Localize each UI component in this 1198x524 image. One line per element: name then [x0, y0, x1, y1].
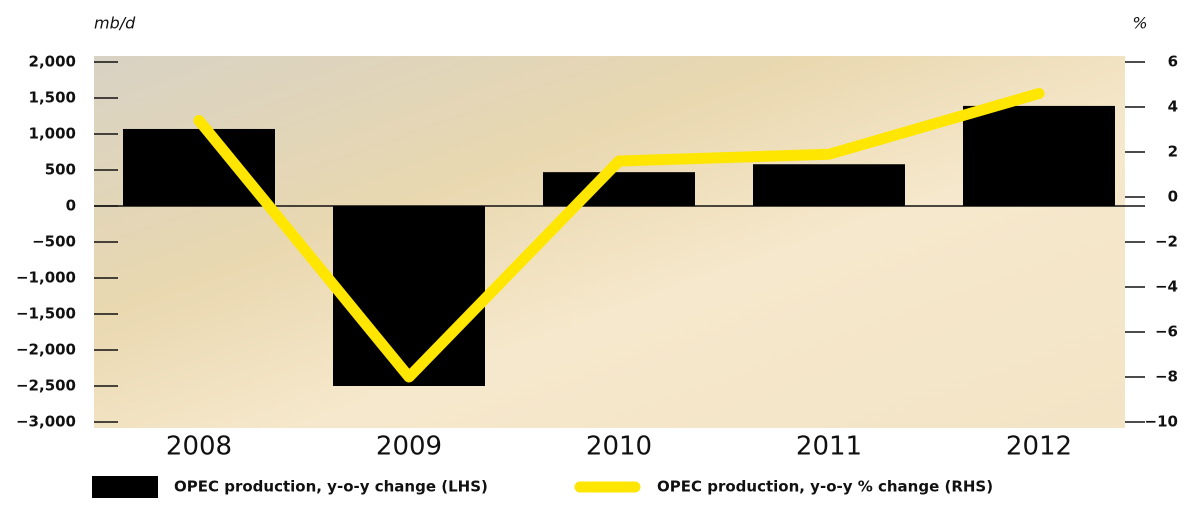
x-tick-label: 2009 [376, 432, 442, 462]
y-tick-label: 1,500 [29, 89, 76, 107]
y-tick-label: −1,000 [16, 269, 76, 287]
y2-tick-label: 0 [1168, 188, 1178, 206]
y-tick-label: −2,000 [16, 341, 76, 359]
y-tick-label: −500 [32, 233, 76, 251]
y-tick-label: 0 [66, 197, 76, 215]
line [193, 88, 1045, 383]
y-tick-label: −1,500 [16, 305, 76, 323]
bar [333, 206, 485, 386]
bar [543, 172, 695, 206]
x-tick-label: 2011 [796, 432, 862, 462]
legend-swatch [92, 476, 158, 498]
legend-label: OPEC production, y-o-y % change (RHS) [657, 478, 993, 496]
bar [753, 164, 905, 206]
y-tick-label: 1,000 [29, 125, 76, 143]
y2-tick-label: 4 [1168, 98, 1178, 116]
y2-tick-label: −8 [1155, 368, 1178, 386]
y2-tick-label: −10 [1145, 413, 1178, 431]
y2-tick-label: −6 [1155, 323, 1178, 341]
y2-tick-label: −4 [1155, 278, 1178, 296]
bar [963, 105, 1115, 206]
x-tick-label: 2008 [166, 432, 232, 462]
y-axis-label: mb/d [94, 14, 136, 33]
y-tick-label: −3,000 [16, 413, 76, 431]
y-tick-label: 500 [45, 161, 76, 179]
legend-label: OPEC production, y-o-y change (LHS) [174, 478, 488, 496]
y-tick-label: −2,500 [16, 377, 76, 395]
y2-tick-label: 2 [1168, 143, 1178, 161]
y2-tick-label: 6 [1168, 53, 1178, 71]
y-tick-label: 2,000 [29, 53, 76, 71]
x-tick-label: 2010 [586, 432, 652, 462]
y2-axis-label: % [1132, 14, 1147, 33]
x-tick-label: 2012 [1006, 432, 1072, 462]
y2-tick-label: −2 [1155, 233, 1178, 251]
bar [123, 128, 275, 206]
